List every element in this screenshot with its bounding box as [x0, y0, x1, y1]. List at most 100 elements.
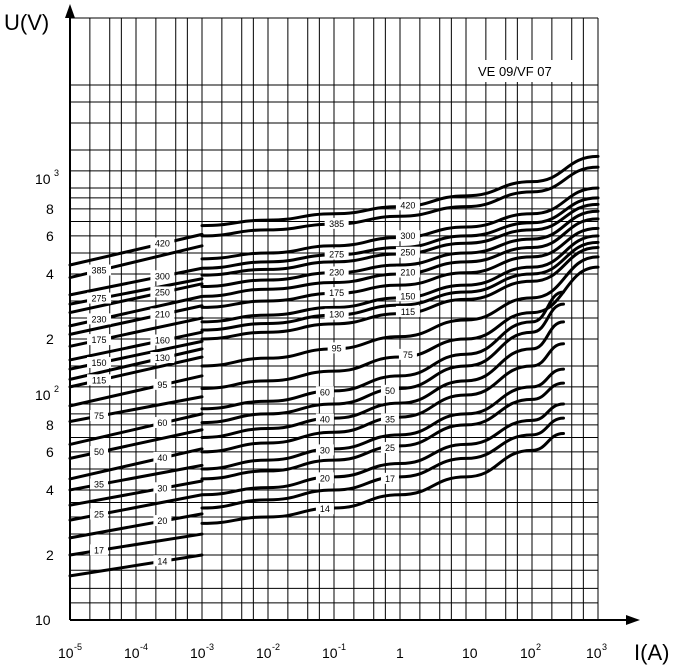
- curve-label-bg: [87, 264, 112, 276]
- x-axis-arrow-icon: [626, 615, 640, 625]
- curve-label-230: 230: [324, 266, 349, 278]
- curve-label-bg: [153, 555, 172, 567]
- curve-230: [200, 209, 600, 288]
- curve-label-420: 420: [150, 237, 175, 249]
- x-tick-base: 10: [256, 645, 272, 661]
- curve-label-text: 385: [329, 219, 344, 229]
- curve-label-75: 75: [398, 348, 417, 360]
- y-tick-base: 2: [46, 331, 54, 347]
- curve-label-text: 175: [329, 288, 344, 298]
- y-tick-base: 10: [35, 612, 51, 628]
- x-axis-title: I(A): [634, 640, 669, 665]
- curve-label-text: 14: [320, 504, 330, 514]
- curve-label-text: 150: [400, 291, 415, 301]
- curve-130: [200, 240, 600, 332]
- y-tick-label: 10: [35, 612, 51, 628]
- curve-label-text: 175: [92, 335, 107, 345]
- curve-250: [68, 282, 204, 315]
- x-tick-exp: 2: [536, 642, 541, 652]
- y-tick-exp: 2: [54, 384, 59, 394]
- curve-label-text: 20: [320, 473, 330, 483]
- curve-420: [68, 232, 204, 267]
- curve-175: [200, 226, 600, 309]
- curve-160: [68, 330, 204, 362]
- curve-210: [68, 304, 204, 336]
- curve-label-14: 14: [153, 555, 172, 567]
- annotation-box: VE 09/VF 07: [470, 60, 580, 82]
- curve-20: [68, 512, 204, 540]
- curve-label-bg: [90, 544, 109, 556]
- curve-label-50: 50: [380, 384, 399, 396]
- curve-label-bg: [90, 508, 109, 520]
- curve-label-text: 275: [92, 294, 107, 304]
- x-tick-label: 10 -5: [58, 642, 82, 661]
- curve-label-130: 130: [150, 352, 175, 364]
- curve-label-bg: [87, 357, 112, 369]
- x-tick-exp: -5: [74, 642, 82, 652]
- curve-130: [68, 347, 204, 381]
- curve-label-text: 60: [157, 418, 167, 428]
- y-tick-label: 2: [46, 547, 54, 563]
- curve-label-text: 35: [385, 414, 395, 424]
- curve-label-bg: [87, 334, 112, 346]
- curve-label-bg: [327, 342, 346, 354]
- x-tick-label: 10 3: [586, 642, 607, 661]
- curve-label-bg: [324, 217, 349, 229]
- y-tick-base: 4: [46, 266, 54, 282]
- curve-label-150: 150: [395, 290, 420, 302]
- curve-label-text: 210: [400, 268, 415, 278]
- curve-14: [68, 553, 204, 578]
- y-tick-base: 10: [35, 171, 51, 187]
- curve-label-text: 20: [157, 516, 167, 526]
- curve-label-60: 60: [315, 386, 334, 398]
- curve-label-text: 230: [92, 314, 107, 324]
- curve-label-30: 30: [315, 444, 334, 456]
- curve-25: [200, 381, 565, 481]
- x-tick-label: 1: [396, 645, 404, 661]
- curve-label-bg: [315, 444, 334, 456]
- curve-label-text: 300: [400, 231, 415, 241]
- curve-label-175: 175: [87, 334, 112, 346]
- curve-label-text: 95: [332, 343, 342, 353]
- curve-60: [68, 412, 204, 446]
- x-tick-label: 10 -2: [256, 642, 280, 661]
- x-tick-exp: -4: [140, 642, 148, 652]
- curve-label-bg: [87, 313, 112, 325]
- x-tick-base: 10: [124, 645, 140, 661]
- y-tick-base: 10: [35, 387, 51, 403]
- curve-label-text: 210: [155, 309, 170, 319]
- curve-label-75: 75: [90, 410, 109, 422]
- y-tick-base: 6: [46, 228, 54, 244]
- curve-label-text: 115: [92, 375, 106, 385]
- curve-label-bg: [315, 503, 334, 515]
- x-tick-label: 10 -1: [322, 642, 346, 661]
- curve-label-25: 25: [380, 442, 399, 454]
- curve-label-210: 210: [150, 308, 175, 320]
- curve-label-bg: [87, 374, 112, 386]
- curve-label-385: 385: [324, 217, 349, 229]
- curve-label-17: 17: [90, 544, 109, 556]
- curve-label-text: 14: [157, 556, 167, 566]
- curve-label-bg: [153, 482, 172, 494]
- curve-label-300: 300: [150, 270, 175, 282]
- curve-label-130: 130: [324, 308, 349, 320]
- curve-label-bg: [150, 270, 175, 282]
- curve-label-text: 30: [320, 445, 330, 455]
- curve-label-text: 130: [329, 310, 344, 320]
- y-tick-label: 4: [46, 482, 54, 498]
- y-tick-label: 6: [46, 444, 54, 460]
- curve-label-35: 35: [380, 413, 399, 425]
- curve-label-bg: [90, 478, 109, 490]
- curve-label-35: 35: [90, 478, 109, 490]
- y-tick-label: 10 2: [35, 384, 59, 403]
- curve-label-bg: [150, 308, 175, 320]
- curve-label-bg: [395, 246, 420, 258]
- curve-label-bg: [395, 305, 420, 317]
- curve-label-bg: [150, 237, 175, 249]
- curve-label-14: 14: [315, 503, 334, 515]
- curve-label-text: 17: [94, 545, 104, 555]
- x-tick-label: 10 -4: [124, 642, 148, 661]
- curve-label-420: 420: [395, 199, 420, 211]
- curve-label-275: 275: [87, 292, 112, 304]
